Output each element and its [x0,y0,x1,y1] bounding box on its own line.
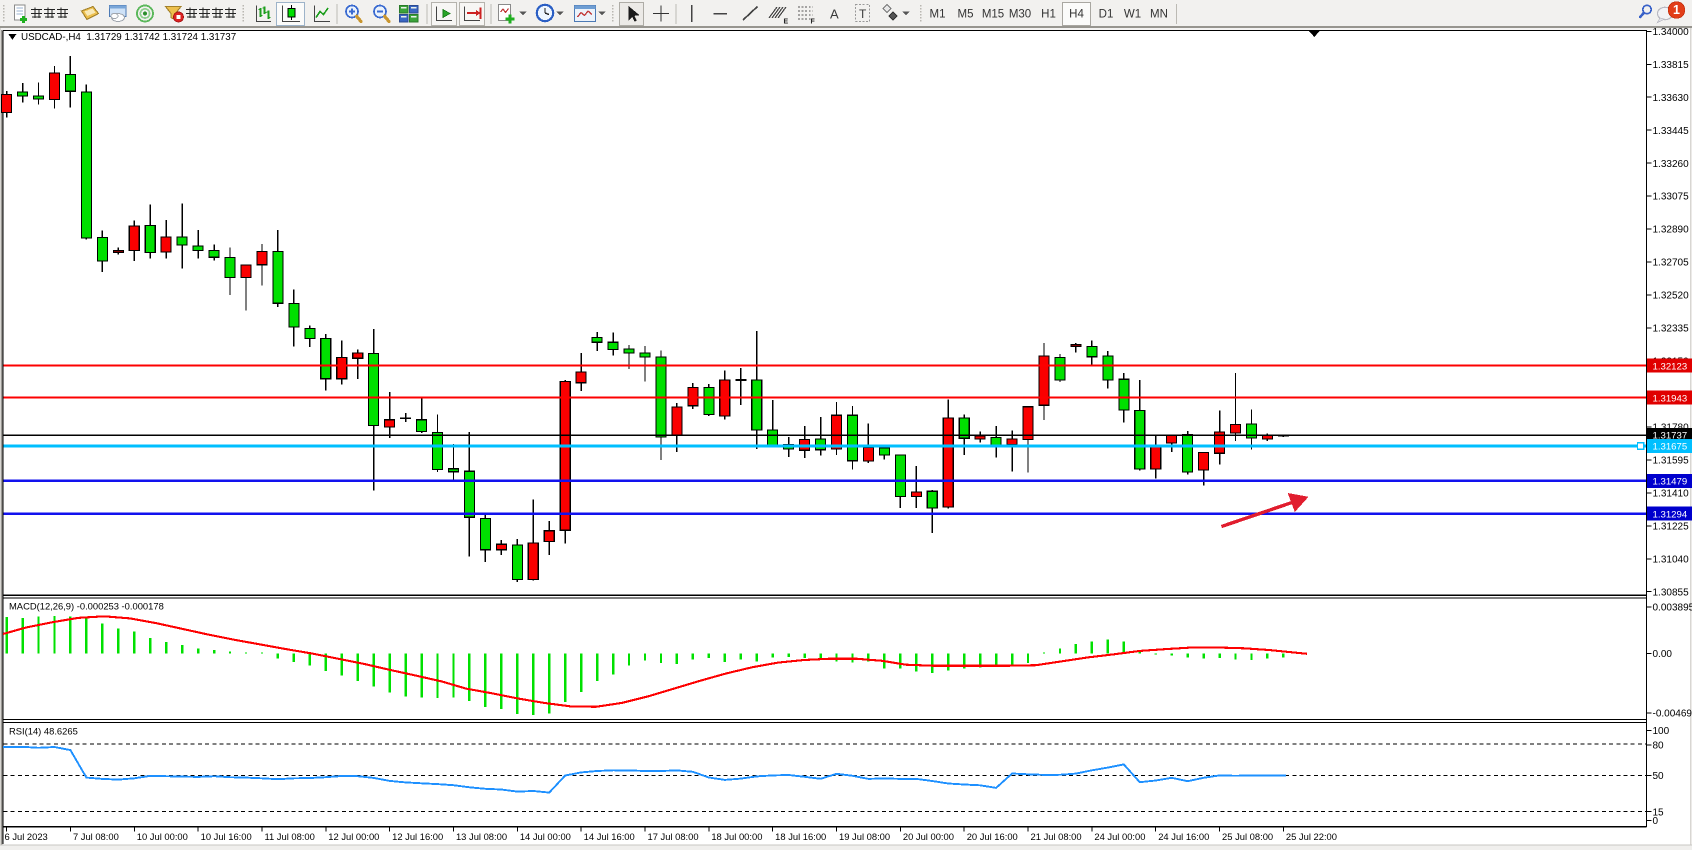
svg-text:USDCAD-,H4 1.31729 1.31742 1.: USDCAD-,H4 1.31729 1.31742 1.31724 1.317… [21,32,236,43]
svg-text:0.003895: 0.003895 [1653,603,1692,614]
svg-text:1.33445: 1.33445 [1653,126,1690,137]
svg-text:1.31294: 1.31294 [1653,509,1688,520]
svg-text:1.30855: 1.30855 [1653,587,1690,598]
svg-text:RSI(14) 48.6265: RSI(14) 48.6265 [9,726,78,737]
svg-text:11 Jul 08:00: 11 Jul 08:00 [264,831,314,842]
svg-text:24 Jul 16:00: 24 Jul 16:00 [1158,831,1209,842]
svg-text:T: T [859,7,867,21]
svg-text:15: 15 [1653,807,1665,818]
svg-text:18 Jul 16:00: 18 Jul 16:00 [775,831,826,842]
svg-text:1.32705: 1.32705 [1653,258,1690,269]
svg-text:50: 50 [1653,771,1665,782]
svg-text:1.31595: 1.31595 [1653,455,1690,466]
svg-text:0: 0 [1653,816,1659,827]
svg-text:1.33260: 1.33260 [1653,159,1690,170]
svg-text:H1: H1 [1041,9,1056,21]
svg-text:W1: W1 [1124,9,1141,21]
svg-text:1.31675: 1.31675 [1653,442,1688,453]
svg-text:M15: M15 [982,9,1004,21]
svg-text:F: F [811,19,816,26]
svg-text:1.32520: 1.32520 [1653,291,1690,302]
svg-text:6 Jul 2023: 6 Jul 2023 [5,831,48,842]
svg-text:1.32335: 1.32335 [1653,324,1690,335]
svg-text:1.31225: 1.31225 [1653,521,1690,532]
svg-text:24 Jul 00:00: 24 Jul 00:00 [1094,831,1145,842]
svg-text:1: 1 [1673,3,1680,17]
svg-text:100: 100 [1653,726,1670,737]
svg-text:20 Jul 00:00: 20 Jul 00:00 [903,831,954,842]
svg-text:80: 80 [1653,740,1665,751]
svg-text:7 Jul 08:00: 7 Jul 08:00 [73,831,119,842]
svg-text:1.34000: 1.34000 [1653,27,1690,38]
svg-text:1.32890: 1.32890 [1653,225,1690,236]
svg-text:1.31479: 1.31479 [1653,477,1688,488]
svg-text:12 Jul 16:00: 12 Jul 16:00 [392,831,443,842]
svg-text:1.33630: 1.33630 [1653,93,1690,104]
svg-text:0.00: 0.00 [1653,649,1673,660]
svg-text:1.31737: 1.31737 [1653,431,1688,442]
svg-text:1.31943: 1.31943 [1653,393,1688,404]
svg-text:14 Jul 00:00: 14 Jul 00:00 [520,831,571,842]
svg-text:25 Jul 22:00: 25 Jul 22:00 [1286,831,1337,842]
svg-text:20 Jul 16:00: 20 Jul 16:00 [967,831,1018,842]
svg-text:10 Jul 16:00: 10 Jul 16:00 [201,831,252,842]
svg-text:E: E [784,19,789,26]
svg-text:M30: M30 [1009,9,1031,21]
svg-text:H4: H4 [1069,9,1084,21]
svg-text:A: A [830,7,839,22]
svg-text:M5: M5 [958,9,974,21]
svg-text:1.33815: 1.33815 [1653,60,1690,71]
svg-text:MN: MN [1150,9,1168,21]
svg-text:1.33075: 1.33075 [1653,192,1690,203]
svg-text:25 Jul 08:00: 25 Jul 08:00 [1222,831,1273,842]
svg-text:1.31410: 1.31410 [1653,488,1690,499]
svg-text:D1: D1 [1099,9,1114,21]
svg-text:MACD(12,26,9) -0.000253 -0.000: MACD(12,26,9) -0.000253 -0.000178 [9,601,164,612]
svg-text:14 Jul 16:00: 14 Jul 16:00 [584,831,635,842]
svg-text:M1: M1 [930,9,946,21]
svg-text:13 Jul 08:00: 13 Jul 08:00 [456,831,507,842]
svg-text:19 Jul 08:00: 19 Jul 08:00 [839,831,890,842]
svg-text:10 Jul 00:00: 10 Jul 00:00 [137,831,188,842]
svg-text:1.31040: 1.31040 [1653,554,1690,565]
svg-text:12 Jul 00:00: 12 Jul 00:00 [328,831,379,842]
svg-text:17 Jul 08:00: 17 Jul 08:00 [648,831,699,842]
svg-text:-0.004699: -0.004699 [1653,709,1692,720]
svg-text:18 Jul 00:00: 18 Jul 00:00 [711,831,762,842]
svg-text:21 Jul 08:00: 21 Jul 08:00 [1031,831,1082,842]
svg-text:1.32123: 1.32123 [1653,361,1688,372]
